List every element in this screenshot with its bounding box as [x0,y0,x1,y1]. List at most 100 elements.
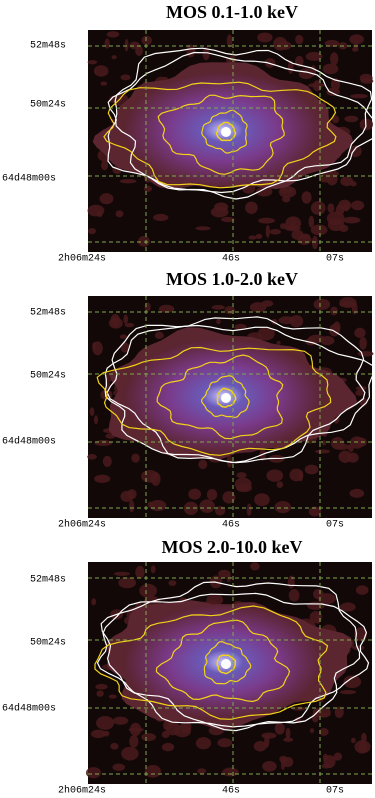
y-label: 64d48m00s [2,173,56,185]
noise [279,188,293,194]
noise [278,316,296,325]
noise [314,712,331,718]
image [85,562,372,784]
noise [308,334,325,344]
noise [85,767,102,779]
noise [246,503,252,516]
noise [266,469,284,482]
contour [157,94,285,175]
noise [283,737,294,742]
noise [355,389,365,396]
noise [154,331,164,340]
y-label: 64d48m00s [2,436,56,448]
noise [124,38,129,52]
noise [206,489,218,501]
noise [335,204,345,216]
contour [94,605,329,720]
core [221,659,231,669]
noise [291,229,304,240]
noise [93,65,109,77]
noise [258,217,275,224]
noise [340,176,354,187]
noise [308,215,315,228]
noise [361,732,367,744]
noise [218,569,231,578]
noise [141,733,156,742]
noise [94,439,113,446]
contour [201,109,248,154]
noise [147,501,154,508]
noise [322,63,339,75]
noise [222,767,239,777]
noise [115,210,124,218]
noise [287,60,294,74]
contour [103,81,337,189]
noise [124,322,135,328]
noise [343,675,362,689]
noise [202,46,210,61]
noise [96,715,115,730]
noise [349,145,362,158]
noise [89,407,95,417]
noise [255,233,263,240]
noise [144,765,162,778]
noise [108,694,117,699]
noise [123,314,129,324]
noise [319,727,329,736]
noise [221,216,235,223]
noise [352,645,365,651]
noise [254,493,270,507]
noise [308,506,322,517]
noise [112,716,129,725]
noise [262,760,277,772]
noise [158,304,175,313]
noise [95,683,108,690]
noise [344,115,359,123]
noise [319,176,332,183]
core [221,393,231,403]
panel-title: MOS 2.0-10.0 keV [162,537,303,557]
noise [245,201,258,215]
noise [222,491,236,504]
noise [276,481,284,489]
x-label: 46s [222,786,240,797]
noise [354,327,366,338]
noise [210,206,229,218]
noise [333,752,343,761]
contour [106,316,366,464]
y-label: 64d48m00s [2,703,56,715]
noise [224,305,236,315]
noise [87,60,98,65]
noise [331,115,340,124]
y-label: 52m48s [30,575,66,586]
noise [128,500,135,513]
noise [298,470,304,482]
noise [113,571,130,576]
noise [248,235,257,240]
contour [100,581,361,732]
noise [350,181,357,187]
noise [339,602,356,612]
noise [273,36,288,51]
contour [114,47,373,200]
x-label: 2h06m24s [58,785,106,797]
noise [195,737,212,750]
noise [355,585,369,595]
noise [334,706,344,718]
noise [333,443,350,450]
noise [310,224,328,236]
noise [313,298,331,310]
noise [129,41,141,50]
noise [250,562,260,571]
noise [351,200,365,211]
contour [203,640,252,685]
noise [120,342,130,353]
noise [150,565,156,574]
panel: MOS 1.0-2.0 keV 52m48s 50m24s 64d48m00s … [2,269,344,531]
noise [217,738,233,748]
noise [315,449,331,454]
noise [342,216,361,224]
y-label: 50m24s [30,100,66,111]
noise [143,185,152,192]
